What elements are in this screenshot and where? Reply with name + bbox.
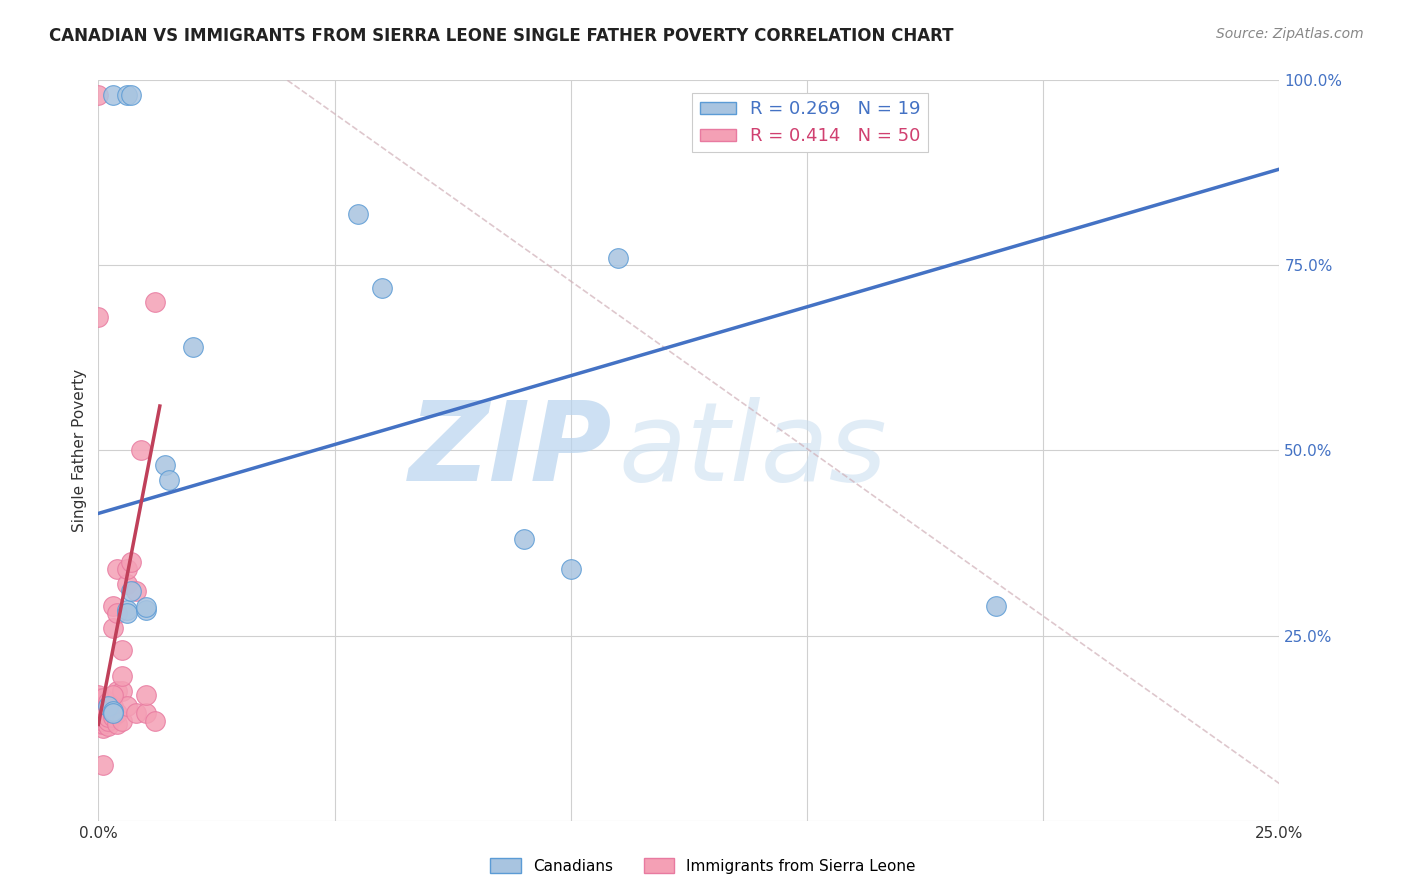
Point <box>111 643 134 657</box>
Point <box>111 714 134 728</box>
Point <box>91 691 114 706</box>
Point <box>121 88 143 103</box>
Point <box>97 719 120 733</box>
Point <box>105 562 128 576</box>
Point <box>101 706 124 721</box>
Point <box>91 721 114 735</box>
Point <box>512 533 534 547</box>
Point <box>87 310 110 325</box>
Point <box>121 584 143 599</box>
Point <box>115 576 138 591</box>
Point <box>101 88 124 103</box>
Point <box>181 340 204 354</box>
Point <box>91 710 114 724</box>
Point <box>87 695 110 709</box>
Point <box>87 698 110 713</box>
Point <box>143 295 166 310</box>
Point <box>121 555 143 569</box>
Point <box>135 688 157 702</box>
Point <box>101 710 124 724</box>
Y-axis label: Single Father Poverty: Single Father Poverty <box>72 369 87 532</box>
Point <box>125 584 148 599</box>
Point <box>105 684 128 698</box>
Point <box>87 88 110 103</box>
Point <box>101 704 124 718</box>
Point <box>101 688 124 702</box>
Point <box>97 698 120 713</box>
Point <box>87 688 110 702</box>
Point <box>91 714 114 728</box>
Point <box>129 443 152 458</box>
Point <box>105 706 128 721</box>
Point <box>135 602 157 616</box>
Point <box>87 704 110 718</box>
Point <box>87 694 110 708</box>
Point <box>91 758 114 772</box>
Text: Source: ZipAtlas.com: Source: ZipAtlas.com <box>1216 27 1364 41</box>
Point <box>91 704 114 718</box>
Legend: R = 0.269   N = 19, R = 0.414   N = 50: R = 0.269 N = 19, R = 0.414 N = 50 <box>692 93 928 153</box>
Point <box>105 607 128 621</box>
Point <box>97 695 120 709</box>
Text: ZIP: ZIP <box>409 397 612 504</box>
Point <box>135 706 157 721</box>
Point <box>135 600 157 615</box>
Point <box>101 599 124 613</box>
Point <box>984 599 1007 613</box>
Point <box>560 562 582 576</box>
Point <box>91 698 114 713</box>
Point <box>115 698 138 713</box>
Point <box>111 684 134 698</box>
Point <box>607 251 630 265</box>
Point <box>371 280 394 294</box>
Point <box>87 717 110 731</box>
Point <box>87 706 110 721</box>
Point <box>115 88 138 103</box>
Point <box>97 710 120 724</box>
Point <box>153 458 176 473</box>
Point <box>87 691 110 706</box>
Point <box>105 717 128 731</box>
Point <box>115 562 138 576</box>
Point <box>157 473 180 487</box>
Point <box>115 602 138 616</box>
Point <box>101 621 124 635</box>
Point <box>101 706 124 721</box>
Point <box>101 698 124 713</box>
Text: CANADIAN VS IMMIGRANTS FROM SIERRA LEONE SINGLE FATHER POVERTY CORRELATION CHART: CANADIAN VS IMMIGRANTS FROM SIERRA LEONE… <box>49 27 953 45</box>
Text: atlas: atlas <box>619 397 887 504</box>
Point <box>91 706 114 721</box>
Point <box>347 206 370 220</box>
Point <box>97 698 120 713</box>
Point <box>91 717 114 731</box>
Point <box>111 669 134 683</box>
Point <box>97 714 120 728</box>
Point <box>125 706 148 721</box>
Point <box>115 607 138 621</box>
Legend: Canadians, Immigrants from Sierra Leone: Canadians, Immigrants from Sierra Leone <box>484 852 922 880</box>
Point <box>143 714 166 728</box>
